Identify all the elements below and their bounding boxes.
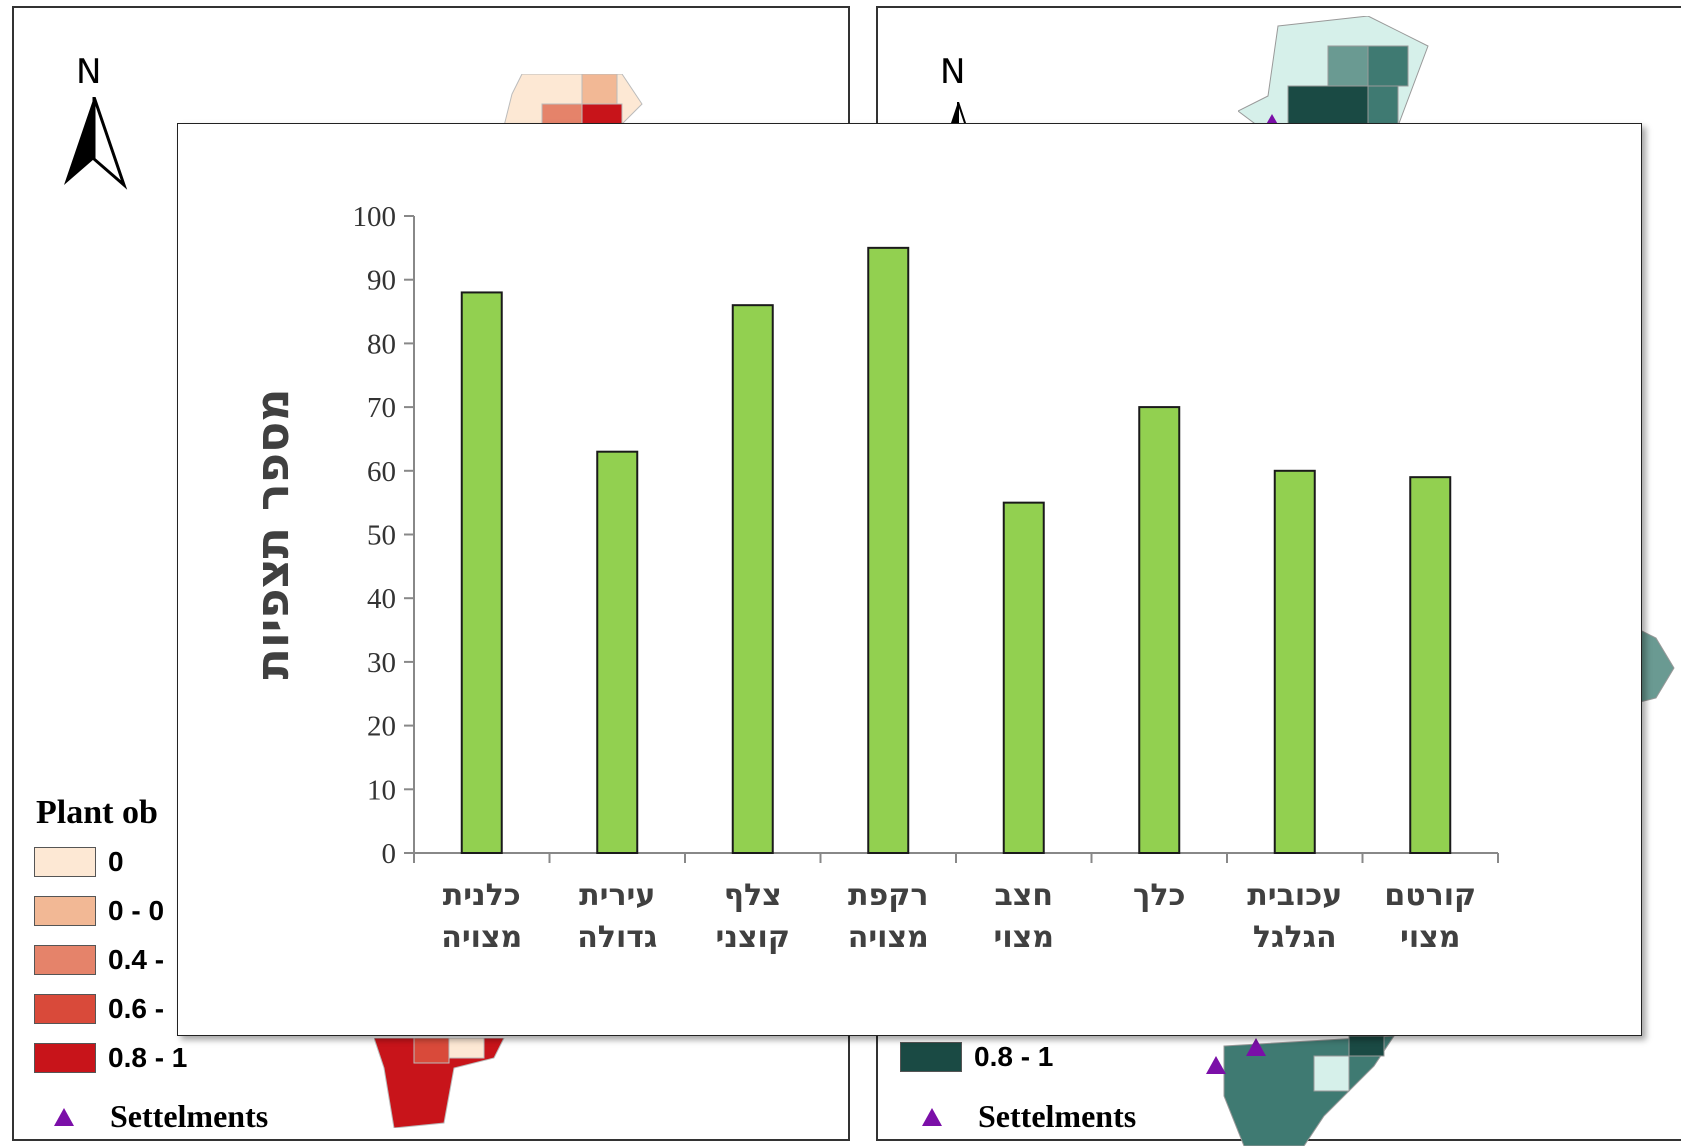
bar xyxy=(1273,469,1316,854)
legend-swatch xyxy=(34,945,96,975)
bar-chart: 0 10 20 30 40 50 60 70 80 90 100 מספר תצפיות כלנית מצ… xyxy=(245,201,1499,955)
north-label-left: N xyxy=(76,52,102,92)
left-legend-item: 0.4 - xyxy=(34,944,164,976)
bar-chart-panel: 0 10 20 30 40 50 60 70 80 90 100 מספר תצפיות כלנית מצ… xyxy=(177,123,1642,1036)
legend-swatch xyxy=(34,896,96,926)
left-region-map-bottom xyxy=(374,1038,505,1128)
legend-label: 0 - 0 xyxy=(108,895,165,926)
legend-label: 0.8 - 1 xyxy=(108,1042,188,1073)
legend-swatch xyxy=(900,1042,962,1072)
y-tick-label: 100 xyxy=(353,201,397,233)
y-axis-label: מספר תצפיות xyxy=(245,389,299,680)
x-tick-label: גדולה xyxy=(577,920,657,955)
x-tick-label: קורטם xyxy=(1384,878,1476,913)
bar xyxy=(460,291,503,854)
north-arrow-icon xyxy=(64,97,128,190)
x-tick-label: מצויה xyxy=(848,920,929,955)
settlement-marker-icon xyxy=(1246,1038,1266,1056)
y-tick-label: 30 xyxy=(367,647,396,679)
legend-swatch xyxy=(34,1043,96,1073)
bar xyxy=(1138,406,1181,854)
left-legend-item: 0.8 - 1 xyxy=(34,1042,187,1074)
x-tick-label: הגלגל xyxy=(1253,920,1337,955)
y-tick-label: 80 xyxy=(367,328,396,360)
y-tick-label: 40 xyxy=(367,583,396,615)
x-tick-label: כלך xyxy=(1133,878,1185,913)
bar xyxy=(731,304,774,854)
y-tick-label: 0 xyxy=(382,838,397,870)
settlements-label-left: Settelments xyxy=(110,1098,269,1134)
settlements-legend-left: Settelments xyxy=(54,1098,268,1135)
legend-swatch xyxy=(34,994,96,1024)
legend-label: 0.4 - xyxy=(108,944,165,975)
x-tick-label: קוצני xyxy=(716,920,790,955)
bar xyxy=(867,246,910,855)
legend-title-left: Plant ob xyxy=(36,794,158,831)
x-tick-label: מצויה xyxy=(441,920,522,955)
bar xyxy=(1002,501,1045,854)
x-tick-label: רקפת xyxy=(848,878,928,913)
y-tick-label: 20 xyxy=(367,711,396,743)
left-legend-item: 0 xyxy=(34,846,124,878)
settlements-label-right: Settelments xyxy=(978,1098,1137,1134)
right-region-map-edge xyxy=(1636,628,1675,704)
x-tick-label: עכובית xyxy=(1247,878,1342,913)
bar xyxy=(596,450,639,854)
x-tick-label: מצוי xyxy=(994,920,1054,955)
settlement-marker-icon xyxy=(54,1107,74,1126)
legend-label: 0 xyxy=(108,846,124,877)
x-tick-label: צלף xyxy=(724,878,782,913)
x-tick-label: עירית xyxy=(579,878,655,913)
x-tick-label: מצוי xyxy=(1400,920,1460,955)
legend-label: 0.6 - xyxy=(108,993,165,1024)
y-tick-label: 90 xyxy=(367,265,396,297)
right-region-map-bottom xyxy=(1223,1036,1395,1146)
right-region-map-top xyxy=(1238,16,1429,127)
settlements-legend-right: Settelments xyxy=(922,1098,1136,1135)
x-tick-label: חצב xyxy=(995,878,1054,913)
legend-swatch xyxy=(34,847,96,877)
legend-label: 0.8 - 1 xyxy=(974,1041,1054,1072)
north-label-right: N xyxy=(940,52,966,92)
y-tick-label: 60 xyxy=(367,456,396,488)
bar xyxy=(1409,476,1452,854)
y-tick-label: 50 xyxy=(367,520,396,552)
settlement-marker-icon xyxy=(922,1107,942,1126)
left-legend-item: 0.6 - xyxy=(34,993,164,1025)
left-legend-item: 0 - 0 xyxy=(34,895,164,927)
x-tick-label: כלנית xyxy=(443,878,521,913)
y-tick-label: 10 xyxy=(367,774,396,806)
right-legend-item: 0.8 - 1 xyxy=(900,1041,1053,1073)
settlement-marker-icon xyxy=(1206,1056,1226,1074)
y-tick-label: 70 xyxy=(367,392,396,424)
